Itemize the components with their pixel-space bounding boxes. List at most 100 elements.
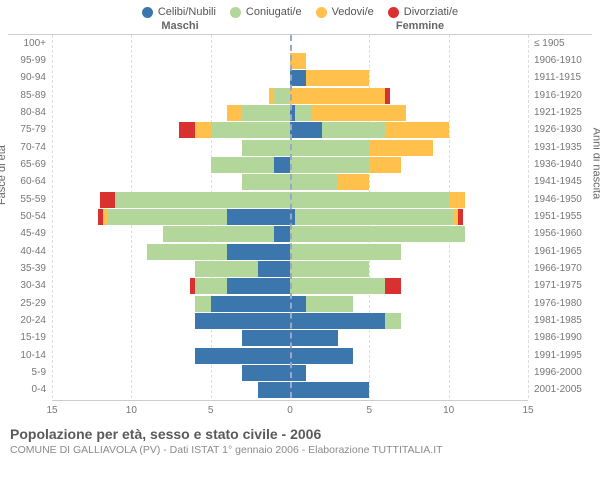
chart-title: Popolazione per età, sesso e stato civil…: [10, 426, 590, 442]
legend: Celibi/Nubili Coniugati/e Vedovi/e Divorzia…: [0, 0, 600, 20]
age-label: 5-9: [8, 368, 50, 378]
legend-label: Divorziati/e: [404, 6, 458, 18]
chart-area: Fasce di età Anni di nascita 15105051015…: [8, 34, 592, 422]
age-label: 55-59: [8, 195, 50, 205]
male-half: [52, 140, 290, 156]
age-label: 45-49: [8, 229, 50, 239]
grid-line: [528, 35, 529, 398]
birth-year-label: 1956-1960: [530, 229, 592, 239]
segment-vedovi: [290, 88, 385, 104]
male-half: [52, 244, 290, 260]
segment-celibi: [290, 365, 306, 381]
center-line: [290, 35, 292, 398]
segment-vedovi: [195, 122, 211, 138]
birth-year-label: ≤ 1905: [530, 39, 592, 49]
female-half: [290, 365, 528, 381]
male-half: [52, 382, 290, 398]
legend-swatch: [142, 7, 153, 18]
male-half: [52, 174, 290, 190]
male-half: [52, 278, 290, 294]
male-half: [52, 348, 290, 364]
birth-year-label: 1936-1940: [530, 160, 592, 170]
gender-headers: Maschi Femmine: [0, 20, 600, 32]
birth-year-label: 1946-1950: [530, 195, 592, 205]
age-label: 90-94: [8, 73, 50, 83]
birth-year-label: 1911-1915: [530, 73, 592, 83]
segment-coniugati: [115, 192, 290, 208]
male-half: [52, 226, 290, 242]
legend-swatch: [316, 7, 327, 18]
segment-coniugati: [195, 278, 227, 294]
segment-vedovi: [369, 157, 401, 173]
age-label: 60-64: [8, 177, 50, 187]
segment-divorziati: [385, 88, 390, 104]
age-label: 100+: [8, 39, 50, 49]
age-label: 0-4: [8, 385, 50, 395]
female-half: [290, 226, 528, 242]
birth-year-label: 1941-1945: [530, 177, 592, 187]
segment-coniugati: [274, 88, 290, 104]
birth-year-label: 1971-1975: [530, 281, 592, 291]
legend-label: Vedovi/e: [332, 6, 374, 18]
segment-vedovi: [449, 192, 465, 208]
segment-vedovi: [385, 122, 448, 138]
female-half: [290, 122, 528, 138]
segment-coniugati: [306, 296, 354, 312]
segment-coniugati: [242, 105, 290, 121]
female-half: [290, 53, 528, 69]
male-half: [52, 365, 290, 381]
male-half: [52, 70, 290, 86]
segment-vedovi: [311, 105, 406, 121]
segment-vedovi: [290, 53, 306, 69]
female-half: [290, 209, 528, 225]
x-tick: 5: [367, 405, 373, 416]
male-half: [52, 88, 290, 104]
segment-divorziati: [100, 192, 116, 208]
male-half: [52, 105, 290, 121]
female-half: [290, 70, 528, 86]
legend-item: Vedovi/e: [316, 6, 374, 18]
y-axis-title-left: Fasce di età: [0, 145, 8, 205]
birth-year-label: 1951-1955: [530, 212, 592, 222]
segment-coniugati: [295, 209, 454, 225]
female-half: [290, 261, 528, 277]
age-label: 70-74: [8, 143, 50, 153]
age-label: 80-84: [8, 108, 50, 118]
male-half: [52, 157, 290, 173]
birth-year-label: 2001-2005: [530, 385, 592, 395]
segment-coniugati: [147, 244, 226, 260]
age-label: 15-19: [8, 333, 50, 343]
age-label: 25-29: [8, 299, 50, 309]
x-tick: 10: [126, 405, 137, 416]
x-tick: 15: [46, 405, 57, 416]
x-tick: 5: [208, 405, 214, 416]
female-half: [290, 36, 528, 52]
segment-coniugati: [290, 174, 338, 190]
legend-item: Celibi/Nubili: [142, 6, 216, 18]
segment-coniugati: [290, 192, 449, 208]
segment-celibi: [290, 348, 353, 364]
age-label: 95-99: [8, 56, 50, 66]
segment-coniugati: [295, 105, 311, 121]
age-label: 40-44: [8, 247, 50, 257]
age-label: 65-69: [8, 160, 50, 170]
legend-swatch: [388, 7, 399, 18]
age-label: 85-89: [8, 91, 50, 101]
footer: Popolazione per età, sesso e stato civil…: [0, 422, 600, 456]
female-half: [290, 313, 528, 329]
segment-coniugati: [290, 261, 369, 277]
male-half: [52, 36, 290, 52]
female-half: [290, 278, 528, 294]
legend-label: Coniugati/e: [246, 6, 302, 18]
female-half: [290, 348, 528, 364]
segment-celibi: [211, 296, 290, 312]
segment-coniugati: [108, 209, 227, 225]
female-half: [290, 88, 528, 104]
female-half: [290, 244, 528, 260]
birth-year-label: 1926-1930: [530, 125, 592, 135]
segment-coniugati: [290, 278, 385, 294]
female-half: [290, 330, 528, 346]
segment-vedovi: [227, 105, 243, 121]
age-label: 30-34: [8, 281, 50, 291]
legend-item: Coniugati/e: [230, 6, 302, 18]
